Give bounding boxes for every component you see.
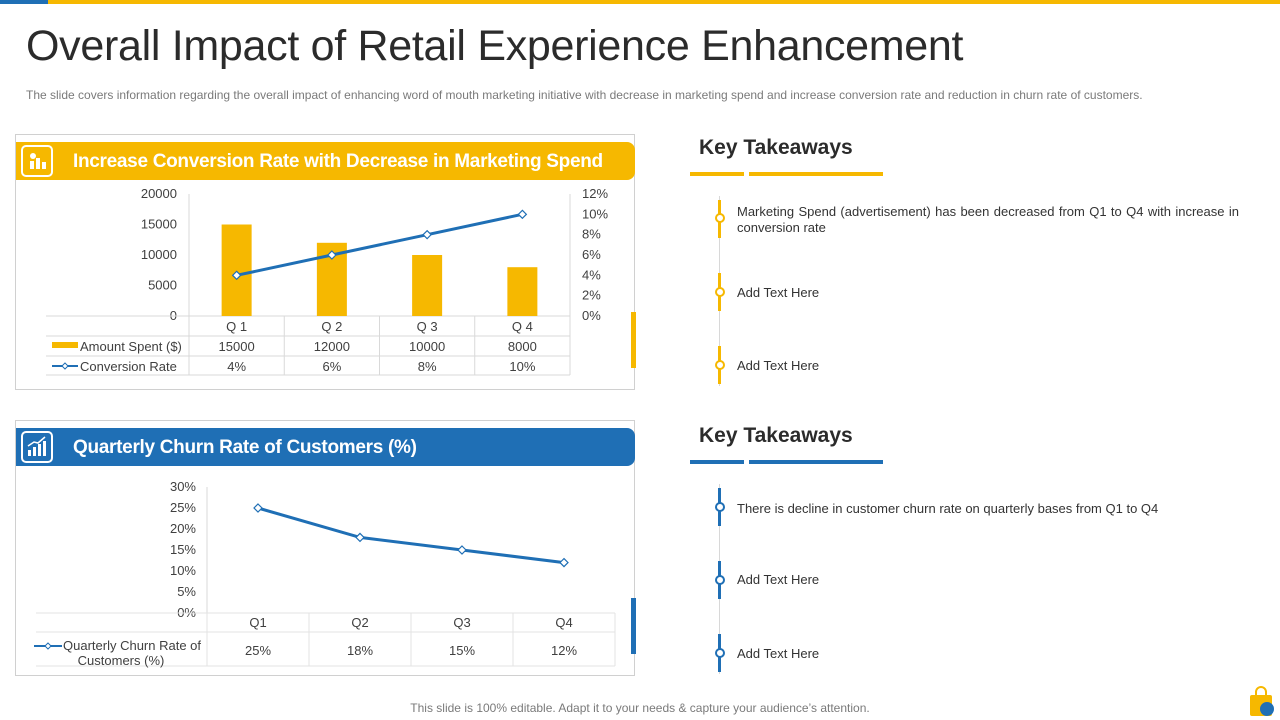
takeaway-2-item-2: Add Text Here <box>737 572 820 587</box>
table-value-amount-spent: 12000 <box>314 339 350 354</box>
page-title: Overall Impact of Retail Experience Enha… <box>26 22 964 70</box>
timeline-2-dot-3 <box>715 648 725 658</box>
y2-axis-tick-label: 8% <box>582 227 601 242</box>
panel1-side-accent <box>631 312 636 368</box>
takeaway-1-item-1: Marketing Spend (advertisement) has been… <box>737 204 1239 235</box>
bar-amount-spent <box>507 267 538 316</box>
y-axis-tick-label: 25% <box>170 500 196 515</box>
y-axis-tick-label: 15000 <box>141 217 177 232</box>
y-axis-tick-label: 15% <box>170 542 196 557</box>
takeaways-underline-1b <box>749 172 883 176</box>
point-churn-rate <box>253 503 263 513</box>
table-value-amount-spent: 8000 <box>508 339 537 354</box>
timeline-2-dot-2 <box>715 575 725 585</box>
timeline-1-dot-3 <box>715 360 725 370</box>
legend-swatch-amount-spent <box>52 342 78 348</box>
takeaways-title-2: Key Takeaways <box>699 424 853 447</box>
conversion-chart-title: Increase Conversion Rate with Decrease i… <box>73 151 603 172</box>
x-axis-category-label: Q 4 <box>512 319 533 334</box>
point-churn-rate <box>559 557 569 568</box>
takeaways-title-1: Key Takeaways <box>699 136 853 159</box>
top-accent-bar-blue <box>0 0 48 4</box>
point-churn-rate <box>355 532 365 543</box>
panel2-side-accent <box>631 598 636 654</box>
takeaway-2-item-1: There is decline in customer churn rate … <box>737 501 1159 516</box>
point-conversion-rate <box>517 209 528 220</box>
table-value-conversion-rate: 4% <box>227 359 246 374</box>
timeline-1-dot-1 <box>715 213 725 223</box>
x-axis-category-label: Q1 <box>249 615 266 630</box>
churn-chart-title: Quarterly Churn Rate of Customers (%) <box>73 437 417 458</box>
table-value-conversion-rate: 8% <box>418 359 437 374</box>
top-accent-bar <box>0 0 1280 4</box>
table-value-churn-rate: 15% <box>449 643 475 658</box>
page-subtitle: The slide covers information regarding t… <box>26 88 1143 102</box>
churn-chart-panel: Quarterly Churn Rate of Customers (%) 30… <box>15 420 635 676</box>
takeaways-underline-2b <box>749 460 883 464</box>
table-value-amount-spent: 15000 <box>219 339 255 354</box>
bar-amount-spent <box>412 255 443 316</box>
x-axis-category-label: Q 1 <box>226 319 247 334</box>
x-axis-category-label: Q3 <box>453 615 470 630</box>
conversion-chart-panel: Increase Conversion Rate with Decrease i… <box>15 134 635 390</box>
point-churn-rate <box>457 545 467 555</box>
y2-axis-tick-label: 10% <box>582 206 608 221</box>
table-value-conversion-rate: 10% <box>509 359 535 374</box>
y-axis-tick-label: 10000 <box>141 247 177 262</box>
y-axis-tick-label: 5000 <box>148 278 177 293</box>
line-churn-rate <box>257 506 565 565</box>
table-value-churn-rate: 12% <box>551 643 577 658</box>
y2-axis-tick-label: 0% <box>582 308 601 323</box>
y2-axis-tick-label: 12% <box>582 186 608 201</box>
y-axis-tick-label: 30% <box>170 479 196 494</box>
takeaways-underline-1a <box>690 172 744 176</box>
legend-label-amount-spent: Amount Spent ($) <box>80 339 182 354</box>
x-axis-category-label: Q2 <box>351 615 368 630</box>
footer-note: This slide is 100% editable. Adapt it to… <box>410 701 870 715</box>
y-axis-tick-label: 20% <box>170 521 196 536</box>
table-value-amount-spent: 10000 <box>409 339 445 354</box>
conversion-chart: 2000015000100005000012%10%8%6%4%2%0%Q 1Q… <box>46 186 608 376</box>
y-axis-tick-label: 5% <box>177 584 196 599</box>
takeaway-1-item-2: Add Text Here <box>737 285 820 300</box>
table-value-conversion-rate: 6% <box>322 359 341 374</box>
y-axis-tick-label: 20000 <box>141 186 177 201</box>
y2-axis-tick-label: 6% <box>582 247 601 262</box>
line-conversion-rate <box>236 212 523 277</box>
timeline-2-dot-1 <box>715 502 725 512</box>
x-axis-category-label: Q4 <box>555 615 572 630</box>
takeaway-2-item-3: Add Text Here <box>737 646 820 661</box>
x-axis-category-label: Q 3 <box>417 319 438 334</box>
chart-icon <box>21 145 53 177</box>
point-conversion-rate <box>231 270 242 281</box>
timeline-1-dot-2 <box>715 287 725 297</box>
point-conversion-rate <box>422 229 432 240</box>
bar-growth-icon <box>21 431 53 463</box>
legend-marker-churn-rate <box>44 642 52 650</box>
y2-axis-tick-label: 4% <box>582 267 601 282</box>
legend-marker-conversion-rate <box>61 362 69 370</box>
takeaways-underline-2a <box>690 460 744 464</box>
conversion-chart-header: Increase Conversion Rate with Decrease i… <box>16 142 635 180</box>
point-conversion-rate <box>327 250 337 260</box>
y2-axis-tick-label: 2% <box>582 288 601 303</box>
table-value-churn-rate: 18% <box>347 643 373 658</box>
table-value-churn-rate: 25% <box>245 643 271 658</box>
bar-amount-spent <box>221 224 252 316</box>
legend-label-conversion-rate: Conversion Rate <box>80 359 177 374</box>
takeaway-1-item-3: Add Text Here <box>737 358 820 373</box>
shopping-bag-icon <box>1247 686 1275 716</box>
churn-chart-header: Quarterly Churn Rate of Customers (%) <box>16 428 635 466</box>
y-axis-tick-label: 10% <box>170 563 196 578</box>
legend-label-churn-rate: Quarterly Churn Rate of <box>63 638 201 653</box>
legend-label-churn-rate-cont: Customers (%) <box>78 653 165 668</box>
x-axis-category-label: Q 2 <box>321 319 342 334</box>
